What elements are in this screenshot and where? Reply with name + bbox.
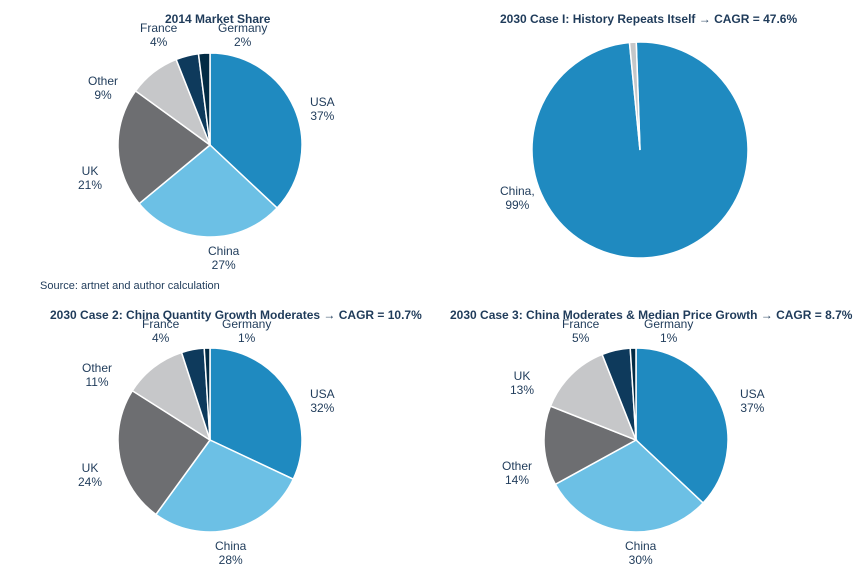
slice-label-tl-germany: Germany 2% [218, 22, 267, 50]
slice-label-br-china: China 30% [625, 540, 656, 568]
slice-label-br-germany: Germany 1% [644, 318, 693, 346]
slice-label-br-usa: USA 37% [740, 388, 765, 416]
slice-label-br-other: Other 14% [502, 460, 532, 488]
pie-chart-br [0, 0, 855, 574]
slice-label-tl-china: China 27% [208, 245, 239, 273]
slice-label-tl-usa: USA 37% [310, 96, 335, 124]
slice-label-bl-germany: Germany 1% [222, 318, 271, 346]
page-root: 2014 Market Share 2030 Case I: History R… [0, 0, 855, 574]
slice-label-bl-other: Other 11% [82, 362, 112, 390]
slice-label-tl-other: Other 9% [88, 75, 118, 103]
slice-label-bl-usa: USA 32% [310, 388, 335, 416]
slice-label-br-france: France 5% [562, 318, 599, 346]
slice-label-tl-uk: UK 21% [78, 165, 102, 193]
slice-label-tr-china: China, 99% [500, 185, 535, 213]
slice-label-bl-china: China 28% [215, 540, 246, 568]
slice-label-br-uk: UK 13% [510, 370, 534, 398]
slice-label-bl-uk: UK 24% [78, 462, 102, 490]
slice-label-bl-france: France 4% [142, 318, 179, 346]
slice-label-tl-france: France 4% [140, 22, 177, 50]
